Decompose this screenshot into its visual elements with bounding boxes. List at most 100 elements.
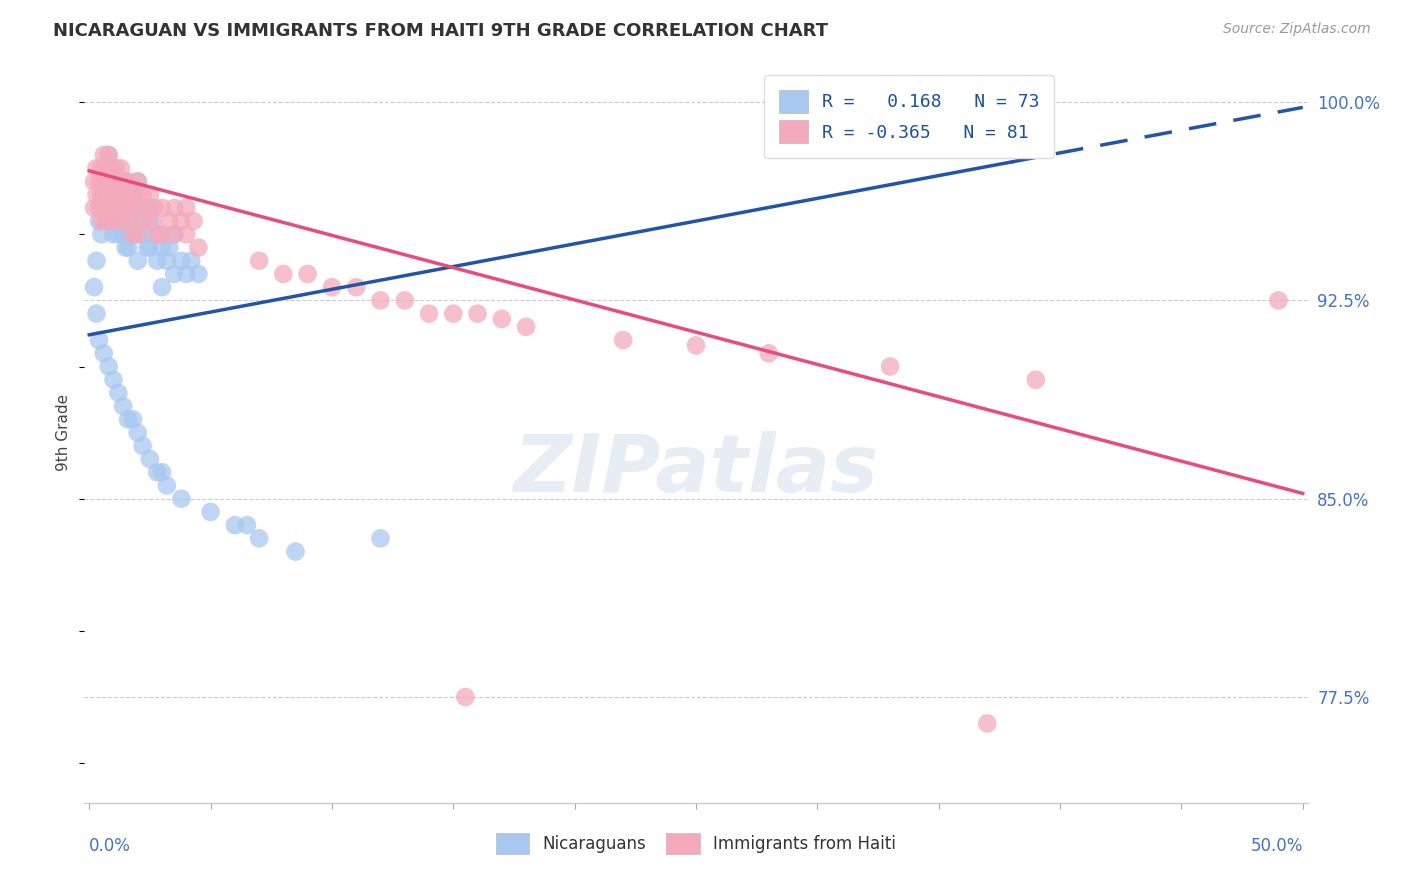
Point [150, 280, 173, 294]
Point [321, 280, 343, 294]
Point [127, 227, 149, 242]
Point [187, 267, 209, 281]
Point [97, 201, 120, 215]
Point [127, 227, 149, 242]
Point [139, 452, 162, 467]
Text: Source: ZipAtlas.com: Source: ZipAtlas.com [1223, 22, 1371, 37]
Point [187, 240, 209, 255]
Y-axis label: 9th Grade: 9th Grade [56, 394, 72, 471]
Point [136, 240, 159, 255]
Point [117, 214, 139, 228]
Point [100, 214, 122, 228]
Point [143, 201, 166, 215]
Point [107, 386, 129, 401]
Point [103, 174, 125, 188]
Point [100, 187, 122, 202]
Point [103, 227, 125, 242]
Point [97, 201, 120, 215]
Point [183, 214, 205, 228]
Point [110, 161, 132, 176]
Point [120, 201, 142, 215]
Point [86, 161, 108, 176]
Point [107, 201, 129, 215]
Point [174, 227, 197, 242]
Point [93, 161, 115, 176]
Point [93, 174, 115, 188]
Point [107, 227, 129, 242]
Point [117, 240, 139, 255]
Point [1267, 293, 1289, 308]
Point [96, 214, 118, 228]
Point [83, 201, 105, 215]
Point [90, 201, 112, 215]
Point [83, 280, 105, 294]
Point [87, 214, 110, 228]
Point [297, 267, 319, 281]
Point [273, 267, 295, 281]
Point [93, 201, 115, 215]
Point [87, 174, 110, 188]
Point [131, 439, 153, 453]
Point [139, 201, 162, 215]
Point [170, 491, 193, 506]
Point [163, 267, 186, 281]
Point [117, 412, 139, 426]
Point [114, 240, 136, 255]
Point [141, 214, 163, 228]
Point [150, 240, 173, 255]
Point [93, 201, 115, 215]
Point [156, 253, 179, 268]
Point [976, 716, 998, 731]
Point [150, 465, 173, 479]
Point [114, 201, 136, 215]
Point [163, 227, 186, 242]
Point [174, 201, 197, 215]
Point [150, 201, 173, 215]
Point [467, 307, 489, 321]
Point [131, 214, 153, 228]
Text: NICARAGUAN VS IMMIGRANTS FROM HAITI 9TH GRADE CORRELATION CHART: NICARAGUAN VS IMMIGRANTS FROM HAITI 9TH … [53, 22, 828, 40]
Point [156, 478, 179, 492]
Point [131, 187, 153, 202]
Point [131, 201, 153, 215]
Point [247, 253, 270, 268]
Point [122, 227, 145, 242]
Point [139, 240, 162, 255]
Point [100, 161, 122, 176]
Point [97, 174, 120, 188]
Point [394, 293, 416, 308]
Point [117, 174, 139, 188]
Point [224, 518, 246, 533]
Point [370, 293, 392, 308]
Text: 0.0%: 0.0% [89, 838, 131, 855]
Point [236, 518, 259, 533]
Point [454, 690, 477, 704]
Point [284, 544, 307, 558]
Point [114, 174, 136, 188]
Point [170, 253, 193, 268]
Point [96, 174, 118, 188]
Point [139, 187, 162, 202]
Point [247, 532, 270, 546]
Point [120, 227, 142, 242]
Point [90, 227, 112, 242]
Point [104, 161, 127, 176]
Point [96, 161, 118, 176]
Point [441, 307, 464, 321]
Point [114, 201, 136, 215]
Point [93, 148, 115, 162]
Point [110, 214, 132, 228]
Point [90, 214, 112, 228]
Point [96, 214, 118, 228]
Point [110, 214, 132, 228]
Legend: Nicaraguans, Immigrants from Haiti: Nicaraguans, Immigrants from Haiti [489, 826, 903, 861]
Point [491, 312, 513, 326]
Point [1025, 373, 1047, 387]
Point [134, 227, 156, 242]
Point [122, 187, 145, 202]
Point [163, 201, 186, 215]
Point [180, 253, 202, 268]
Point [97, 359, 120, 374]
Point [515, 319, 537, 334]
Point [110, 187, 132, 202]
